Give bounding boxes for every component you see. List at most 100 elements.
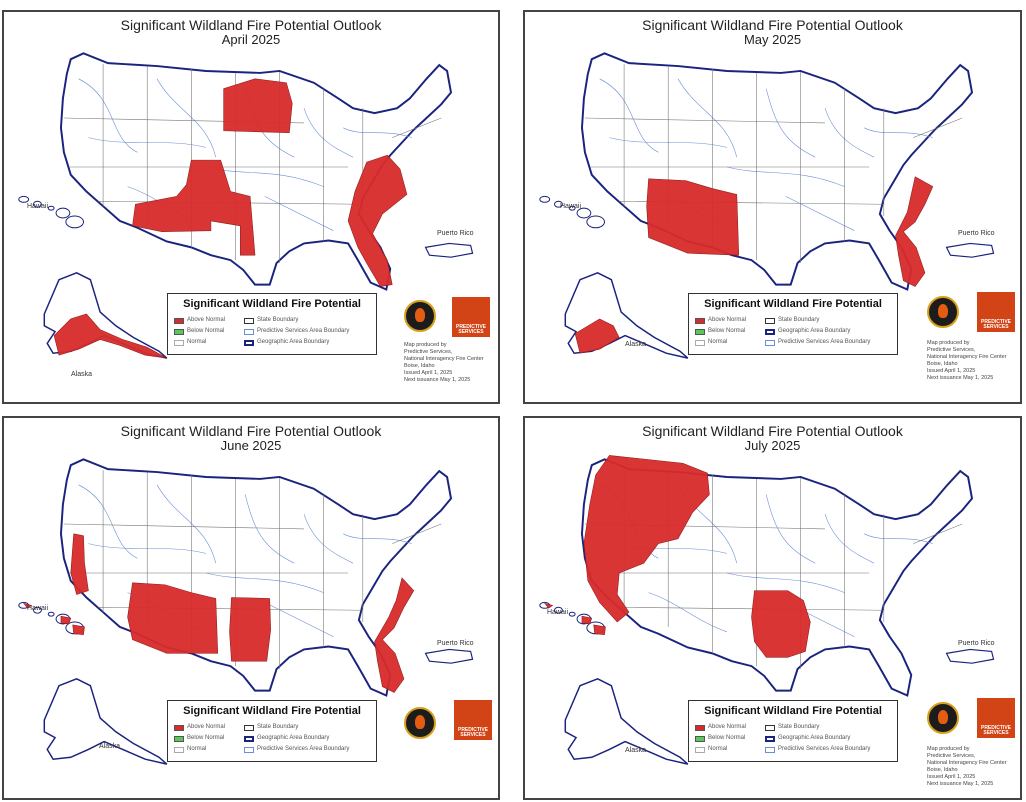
credit-line: Predictive Services, bbox=[927, 753, 976, 759]
hawaii-island bbox=[586, 215, 605, 229]
map-layer bbox=[18, 52, 474, 359]
state-boundary-line bbox=[584, 117, 826, 124]
normal-swatch bbox=[174, 340, 184, 346]
psa-boundary-line bbox=[824, 108, 875, 158]
above-normal-area bbox=[543, 602, 606, 636]
map-layer bbox=[539, 52, 995, 359]
hawaii-island bbox=[18, 195, 30, 203]
legend-title: Significant Wildland Fire Potential bbox=[183, 298, 361, 310]
gacc-boundary-swatch bbox=[244, 736, 254, 742]
alaska-label: Alaska bbox=[625, 747, 647, 754]
state-boundary-line bbox=[392, 523, 442, 544]
map-title: Significant Wildland Fire Potential Outl… bbox=[642, 17, 903, 33]
legend-label: Normal bbox=[187, 339, 207, 345]
gacc-boundary-swatch bbox=[765, 329, 775, 335]
legend-label: Normal bbox=[708, 339, 728, 345]
credit-line: National Interagency Fire Center bbox=[927, 760, 1007, 766]
credit-line: Predictive Services, bbox=[404, 349, 453, 355]
psa-boundary-line bbox=[765, 88, 816, 158]
psa-boundary-swatch bbox=[765, 340, 775, 346]
psa-boundary-line bbox=[303, 514, 354, 564]
above-normal-area bbox=[895, 176, 934, 287]
puerto-rico-outline bbox=[424, 648, 474, 664]
psa-boundary-line bbox=[244, 494, 295, 564]
credit-line: Issued April 1, 2025 bbox=[404, 370, 453, 376]
legend-label: Above Normal bbox=[708, 317, 747, 323]
hawaii-label: Hawaii bbox=[547, 609, 569, 616]
legend-title: Significant Wildland Fire Potential bbox=[704, 298, 882, 310]
state-boundary-swatch bbox=[765, 725, 775, 731]
legend-label: State Boundary bbox=[778, 317, 820, 323]
psa-boundary-line bbox=[156, 78, 217, 158]
above-normal-area bbox=[132, 159, 256, 256]
above-normal-area bbox=[646, 178, 740, 256]
state-boundary-line bbox=[63, 523, 305, 530]
puerto-rico-outline bbox=[945, 648, 995, 664]
above-normal-swatch bbox=[174, 318, 184, 324]
map-canvas bbox=[18, 52, 474, 359]
psa-boundary-swatch bbox=[765, 747, 775, 753]
puerto-rico-label: Puerto Rico bbox=[437, 640, 474, 647]
credit-line: Predictive Services, bbox=[927, 347, 976, 353]
map-canvas bbox=[539, 455, 995, 765]
credit-line: National Interagency Fire Center bbox=[404, 356, 484, 362]
above-normal-area bbox=[127, 582, 219, 654]
psa-boundary-line bbox=[78, 78, 138, 153]
legend-label: Above Normal bbox=[708, 724, 747, 730]
map-credits: Map produced by Predictive Services, Nat… bbox=[927, 340, 1006, 382]
credit-line: Map produced by bbox=[927, 746, 970, 752]
hawaii-label: Hawaii bbox=[560, 203, 582, 210]
state-boundary-line bbox=[913, 523, 963, 544]
hawaii-island bbox=[568, 205, 576, 211]
state-boundary-line bbox=[913, 117, 963, 138]
psa-boundary-swatch bbox=[244, 747, 254, 753]
legend-label: Below Normal bbox=[708, 328, 746, 334]
above-normal-area bbox=[751, 590, 811, 658]
outlook-panel-july: Significant Wildland Fire Potential Outl… bbox=[523, 416, 1022, 800]
below-normal-swatch bbox=[695, 736, 705, 742]
psa-boundary-line bbox=[343, 533, 412, 544]
above-normal-area bbox=[347, 154, 408, 287]
puerto-rico-label: Puerto Rico bbox=[437, 230, 474, 237]
legend-label: Geographic Area Boundary bbox=[257, 339, 330, 345]
psa-boundary-line bbox=[765, 494, 816, 564]
legend-label: Above Normal bbox=[187, 317, 226, 323]
psa-boundary-line bbox=[156, 484, 217, 564]
psa-boundary-line bbox=[303, 108, 354, 158]
credit-line: Next issuance May 1, 2025 bbox=[927, 781, 994, 787]
legend-label: Geographic Area Boundary bbox=[778, 735, 851, 741]
map-title: Significant Wildland Fire Potential Outl… bbox=[120, 17, 382, 33]
nifc-emblem-logo bbox=[404, 300, 436, 332]
nifc-emblem-logo bbox=[927, 296, 959, 328]
legend-label: Above Normal bbox=[187, 724, 226, 730]
above-normal-area bbox=[22, 602, 85, 636]
hawaii-island bbox=[568, 611, 576, 617]
psa-boundary-line bbox=[599, 78, 659, 153]
legend-label: Predictive Services Area Boundary bbox=[257, 328, 350, 334]
puerto-rico-outline bbox=[945, 242, 995, 258]
predictive-services-logo: PREDICTIVE SERVICES bbox=[454, 700, 492, 740]
legend-label: Normal bbox=[708, 746, 728, 752]
below-normal-swatch bbox=[695, 329, 705, 335]
outlook-panel-june: Significant Wildland Fire Potential Outl… bbox=[2, 416, 500, 800]
psa-boundary-line bbox=[343, 127, 412, 138]
map-legend: Significant Wildland Fire Potential Abov… bbox=[688, 293, 898, 355]
legend-label: Predictive Services Area Boundary bbox=[257, 746, 350, 752]
legend-label: Below Normal bbox=[708, 735, 746, 741]
psa-boundary-line bbox=[78, 484, 138, 559]
credit-line: Next issuance May 1, 2025 bbox=[927, 375, 994, 381]
legend-label: Geographic Area Boundary bbox=[778, 328, 851, 334]
nifc-emblem-logo bbox=[927, 702, 959, 734]
hawaii-island bbox=[47, 205, 55, 211]
map-canvas bbox=[539, 52, 995, 359]
outlook-panel-may: Significant Wildland Fire Potential Outl… bbox=[523, 10, 1022, 404]
psa-boundary-line bbox=[677, 78, 738, 158]
predictive-services-logo: PREDICTIVE SERVICES bbox=[452, 297, 490, 337]
predictive-services-logo: PREDICTIVE SERVICES bbox=[977, 292, 1015, 332]
above-normal-area bbox=[583, 455, 710, 623]
normal-swatch bbox=[695, 747, 705, 753]
map-layer bbox=[18, 458, 474, 765]
psa-boundary-swatch bbox=[244, 329, 254, 335]
puerto-rico-outline bbox=[424, 242, 474, 258]
credit-line: Issued April 1, 2025 bbox=[927, 368, 976, 374]
